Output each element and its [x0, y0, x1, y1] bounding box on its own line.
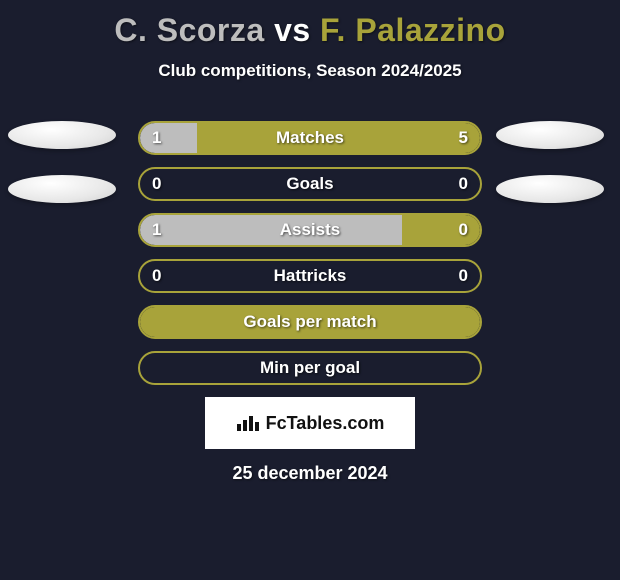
vs-label: vs — [274, 12, 311, 48]
stat-value-player2: 0 — [459, 213, 468, 247]
stat-value-player1: 1 — [152, 213, 161, 247]
player2-badge-row1 — [496, 175, 604, 203]
subtitle: Club competitions, Season 2024/2025 — [0, 61, 620, 81]
stat-value-player2: 0 — [459, 259, 468, 293]
stat-row-goals-per-match: Goals per match — [138, 305, 482, 339]
stat-row-matches: Matches15 — [138, 121, 482, 155]
bar-track — [138, 259, 482, 293]
logo-text: FcTables.com — [266, 413, 385, 434]
bar-fill-player1 — [140, 215, 402, 245]
bar-track — [138, 121, 482, 155]
stat-value-player1: 0 — [152, 167, 161, 201]
page-title: C. Scorza vs F. Palazzino — [0, 0, 620, 49]
stat-row-assists: Assists10 — [138, 213, 482, 247]
bar-track — [138, 213, 482, 247]
bar-track — [138, 351, 482, 385]
bar-fill-player1 — [140, 123, 197, 153]
stat-value-player2: 0 — [459, 167, 468, 201]
stat-row-goals: Goals00 — [138, 167, 482, 201]
stat-row-hattricks: Hattricks00 — [138, 259, 482, 293]
bars-container: Matches15Goals00Assists10Hattricks00Goal… — [138, 121, 482, 385]
bar-fill-player2 — [402, 215, 480, 245]
stat-value-player1: 0 — [152, 259, 161, 293]
bar-fill-full — [140, 307, 480, 337]
bar-track — [138, 305, 482, 339]
date-label: 25 december 2024 — [0, 463, 620, 484]
stat-value-player2: 5 — [459, 121, 468, 155]
player1-name: C. Scorza — [114, 12, 264, 48]
bar-fill-player2 — [197, 123, 480, 153]
fctables-logo: FcTables.com — [205, 397, 415, 449]
stat-value-player1: 1 — [152, 121, 161, 155]
bars-icon — [236, 414, 260, 432]
player2-badge-row0 — [496, 121, 604, 149]
player1-badge-row1 — [8, 175, 116, 203]
comparison-chart: Matches15Goals00Assists10Hattricks00Goal… — [0, 121, 620, 385]
bar-track — [138, 167, 482, 201]
player2-name: F. Palazzino — [320, 12, 506, 48]
player1-badge-row0 — [8, 121, 116, 149]
stat-row-min-per-goal: Min per goal — [138, 351, 482, 385]
